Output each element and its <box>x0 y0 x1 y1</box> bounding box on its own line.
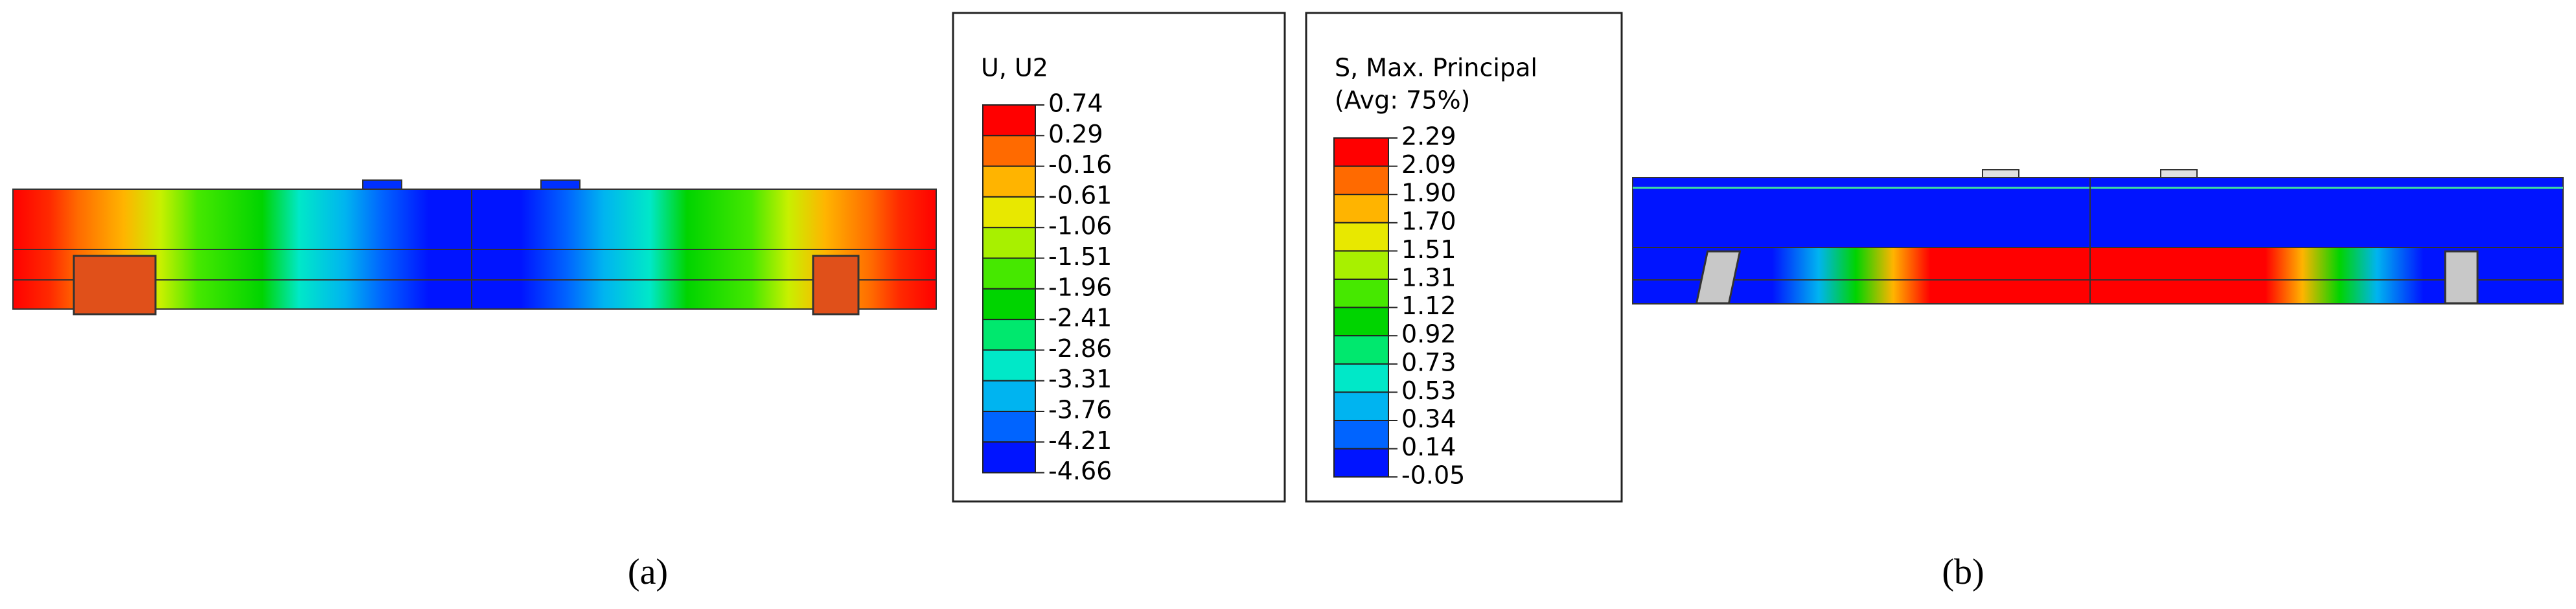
color-band <box>982 411 1036 443</box>
color-band <box>1333 250 1389 280</box>
legend-title: S, Max. Principal <box>1335 54 1537 82</box>
legend-label: 0.34 <box>1401 405 1456 433</box>
legend-label: 0.73 <box>1401 348 1456 376</box>
legend-label: -4.66 <box>1048 457 1112 485</box>
legend-title: (Avg: 75%) <box>1335 86 1470 115</box>
legend-label: 1.70 <box>1401 207 1456 235</box>
color-band <box>1333 222 1389 252</box>
color-band <box>982 104 1036 137</box>
color-band <box>1333 420 1389 450</box>
legend-label: -0.05 <box>1401 461 1465 490</box>
beam-a <box>12 179 937 316</box>
legend-label: -0.16 <box>1048 150 1112 179</box>
legend-label: -3.31 <box>1048 365 1112 393</box>
color-band <box>1333 363 1389 393</box>
color-band <box>982 135 1036 167</box>
legend-label: 0.92 <box>1401 320 1456 349</box>
color-band <box>1333 306 1389 337</box>
color-band <box>982 380 1036 413</box>
legend-label: -1.51 <box>1048 242 1112 271</box>
color-band <box>1333 194 1389 224</box>
caption: (a) <box>628 552 668 592</box>
color-band <box>982 165 1036 198</box>
color-band <box>1333 165 1389 196</box>
legend-label: -1.06 <box>1048 212 1112 240</box>
color-band <box>982 319 1036 351</box>
legend-label: 0.53 <box>1401 376 1456 405</box>
legend-label: -2.86 <box>1048 334 1112 363</box>
legend-label: 1.90 <box>1401 179 1456 207</box>
legend-label: 0.14 <box>1401 433 1456 461</box>
legend-label: -3.76 <box>1048 396 1112 424</box>
legend-label: 2.29 <box>1401 122 1456 151</box>
legend-label: 1.51 <box>1401 235 1456 264</box>
color-band <box>1333 448 1389 478</box>
legend-label: -4.21 <box>1048 426 1112 455</box>
color-band <box>982 227 1036 259</box>
legend-label: -0.61 <box>1048 181 1112 209</box>
legend-title: U, U2 <box>981 54 1048 82</box>
color-band <box>982 288 1036 321</box>
legend-label: 0.74 <box>1048 89 1103 118</box>
color-band <box>982 441 1036 474</box>
legends: U, U20.740.29-0.16-0.61 -1.06-1.51-1.96 -2… <box>952 12 1623 503</box>
color-band <box>982 349 1036 382</box>
color-band <box>982 257 1036 290</box>
color-band <box>1333 335 1389 365</box>
legend-label: 0.29 <box>1048 120 1103 148</box>
legend-label: -2.41 <box>1048 304 1112 332</box>
color-band <box>982 196 1036 229</box>
caption: (b) <box>1942 552 1984 592</box>
color-band <box>1333 279 1389 308</box>
legend-label: 1.31 <box>1401 264 1456 292</box>
beam-b <box>1632 169 2564 304</box>
color-band <box>1333 391 1389 422</box>
legend-label: 2.09 <box>1401 150 1456 179</box>
color-band <box>1333 137 1389 167</box>
legend-label: 1.12 <box>1401 292 1456 320</box>
legend-label: -1.96 <box>1048 273 1112 301</box>
